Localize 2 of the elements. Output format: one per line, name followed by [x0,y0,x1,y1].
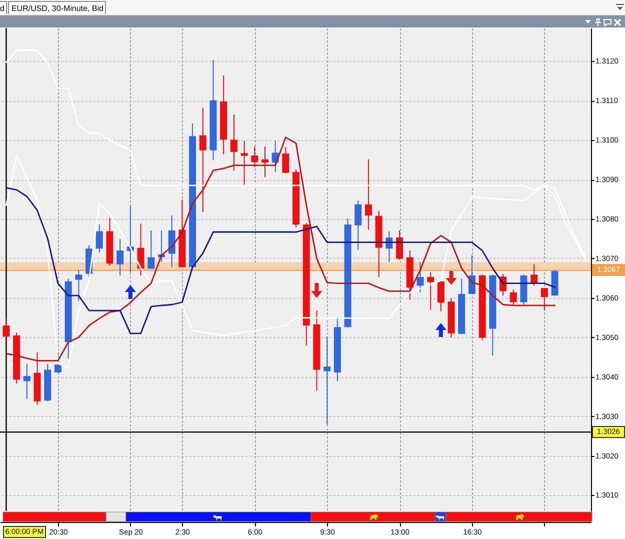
chart-title: EUR/USD, 30-Minute, Bid [8,1,106,14]
tab-strip: d EUR/USD, 30-Minute, Bid [0,0,625,16]
